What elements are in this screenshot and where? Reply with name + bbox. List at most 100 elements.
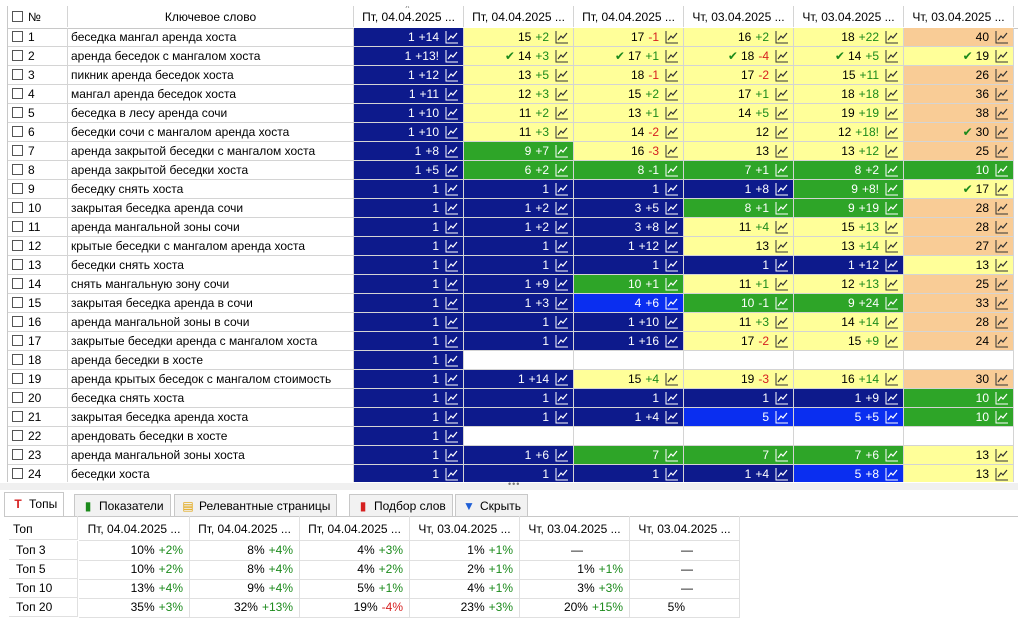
chart-icon[interactable] — [885, 467, 899, 481]
position-cell[interactable]: 9 +8! — [794, 180, 904, 199]
position-cell[interactable]: 1 +16 — [574, 332, 684, 351]
position-cell[interactable]: 15 +9 — [794, 332, 904, 351]
position-cell[interactable]: 1 +10 — [354, 104, 464, 123]
tab-2[interactable]: ▮ Показатели — [74, 494, 171, 516]
position-cell[interactable]: 1 — [354, 256, 464, 275]
chart-icon[interactable] — [665, 315, 679, 329]
table-row[interactable]: 10 закрытая беседка аренда сочи 1 1 +2 3 +5 8 +1… — [8, 199, 1018, 218]
position-cell[interactable]: 1 — [464, 465, 574, 482]
position-cell[interactable]: 28 — [904, 313, 1014, 332]
row-checkbox[interactable] — [12, 221, 23, 232]
chart-icon[interactable] — [445, 68, 459, 82]
row-number-cell[interactable]: 8 — [8, 161, 68, 180]
chart-icon[interactable] — [445, 30, 459, 44]
position-cell[interactable]: ✔ 19 — [904, 47, 1014, 66]
row-number-cell[interactable]: 17 — [8, 332, 68, 351]
chart-icon[interactable] — [555, 49, 569, 63]
chart-icon[interactable] — [775, 220, 789, 234]
chart-icon[interactable] — [555, 182, 569, 196]
header-date-3[interactable]: Пт, 04.04.2025 ... — [574, 6, 684, 27]
chart-icon[interactable] — [665, 163, 679, 177]
header-number-column[interactable]: № — [8, 6, 68, 27]
tab-5[interactable]: ▼ Скрыть — [455, 494, 528, 516]
chart-icon[interactable] — [665, 277, 679, 291]
position-cell[interactable] — [794, 427, 904, 446]
chart-icon[interactable] — [445, 106, 459, 120]
row-number-cell[interactable]: 9 — [8, 180, 68, 199]
position-cell[interactable]: 18 +22 — [794, 28, 904, 47]
row-number-cell[interactable]: 3 — [8, 66, 68, 85]
header-date-4[interactable]: Чт, 03.04.2025 ... — [684, 6, 794, 27]
position-cell[interactable] — [574, 427, 684, 446]
chart-icon[interactable] — [775, 30, 789, 44]
position-cell[interactable]: 16 -3 — [574, 142, 684, 161]
position-cell[interactable]: 17 -2 — [684, 66, 794, 85]
chart-icon[interactable] — [995, 125, 1009, 139]
chart-icon[interactable] — [995, 239, 1009, 253]
position-cell[interactable]: 1 +3 — [464, 294, 574, 313]
position-cell[interactable]: 1 +4 — [684, 465, 794, 482]
chart-icon[interactable] — [445, 277, 459, 291]
position-cell[interactable]: 13 — [904, 465, 1014, 482]
chart-icon[interactable] — [665, 144, 679, 158]
position-cell[interactable]: ✔ 18 -4 — [684, 47, 794, 66]
position-cell[interactable]: 13 — [684, 142, 794, 161]
chart-icon[interactable] — [555, 277, 569, 291]
chart-icon[interactable] — [445, 334, 459, 348]
chart-icon[interactable] — [445, 410, 459, 424]
position-cell[interactable]: 17 -2 — [684, 332, 794, 351]
chart-icon[interactable] — [775, 163, 789, 177]
chart-icon[interactable] — [885, 220, 899, 234]
chart-icon[interactable] — [885, 258, 899, 272]
position-cell[interactable]: 1 +6 — [464, 446, 574, 465]
position-cell[interactable]: 40 — [904, 28, 1014, 47]
position-cell[interactable]: 10 — [904, 161, 1014, 180]
table-row[interactable]: 15 закрытая беседка аренда в сочи 1 1 +3 4 +6 1… — [8, 294, 1018, 313]
chart-icon[interactable] — [555, 315, 569, 329]
chart-icon[interactable] — [445, 87, 459, 101]
position-cell[interactable]: 17 +1 — [684, 85, 794, 104]
chart-icon[interactable] — [555, 68, 569, 82]
chart-icon[interactable] — [995, 106, 1009, 120]
position-cell[interactable]: 1 — [354, 275, 464, 294]
position-cell[interactable]: 1 — [464, 332, 574, 351]
position-cell[interactable] — [794, 351, 904, 370]
position-cell[interactable]: 26 — [904, 66, 1014, 85]
chart-icon[interactable] — [665, 182, 679, 196]
position-cell[interactable]: 1 — [354, 427, 464, 446]
position-cell[interactable]: 1 — [574, 389, 684, 408]
table-row[interactable]: 2 аренда беседок с мангалом хоста 1 +13! ✔ 14… — [8, 47, 1018, 66]
chart-icon[interactable] — [995, 68, 1009, 82]
row-checkbox[interactable] — [12, 259, 23, 270]
position-cell[interactable]: 19 +19 — [794, 104, 904, 123]
chart-icon[interactable] — [885, 315, 899, 329]
chart-icon[interactable] — [775, 277, 789, 291]
row-number-cell[interactable]: 19 — [8, 370, 68, 389]
table-row[interactable]: 17 закрытые беседки аренда с мангалом хос… — [8, 332, 1018, 351]
chart-icon[interactable] — [555, 87, 569, 101]
position-cell[interactable]: 1 — [464, 313, 574, 332]
position-cell[interactable]: ✔ 14 +3 — [464, 47, 574, 66]
position-cell[interactable]: 1 — [464, 180, 574, 199]
position-cell[interactable]: ✔ 30 — [904, 123, 1014, 142]
chart-icon[interactable] — [555, 201, 569, 215]
chart-icon[interactable] — [995, 163, 1009, 177]
chart-icon[interactable] — [885, 277, 899, 291]
position-cell[interactable]: 5 — [684, 408, 794, 427]
header-date-1[interactable]: Пт, 04.04.2025 ... ^ — [354, 6, 464, 27]
position-cell[interactable]: 1 — [354, 389, 464, 408]
chart-icon[interactable] — [445, 239, 459, 253]
chart-icon[interactable] — [995, 277, 1009, 291]
chart-icon[interactable] — [995, 315, 1009, 329]
row-checkbox[interactable] — [12, 202, 23, 213]
chart-icon[interactable] — [555, 163, 569, 177]
chart-icon[interactable] — [775, 391, 789, 405]
position-cell[interactable] — [684, 351, 794, 370]
table-row[interactable]: 6 беседки сочи с мангалом аренда хоста 1 +1… — [8, 123, 1018, 142]
chart-icon[interactable] — [885, 163, 899, 177]
position-cell[interactable]: 1 — [464, 237, 574, 256]
chart-icon[interactable] — [775, 334, 789, 348]
chart-icon[interactable] — [885, 334, 899, 348]
row-checkbox[interactable] — [12, 468, 23, 479]
tops-header-date-5[interactable]: Чт, 03.04.2025 ... — [520, 516, 630, 541]
